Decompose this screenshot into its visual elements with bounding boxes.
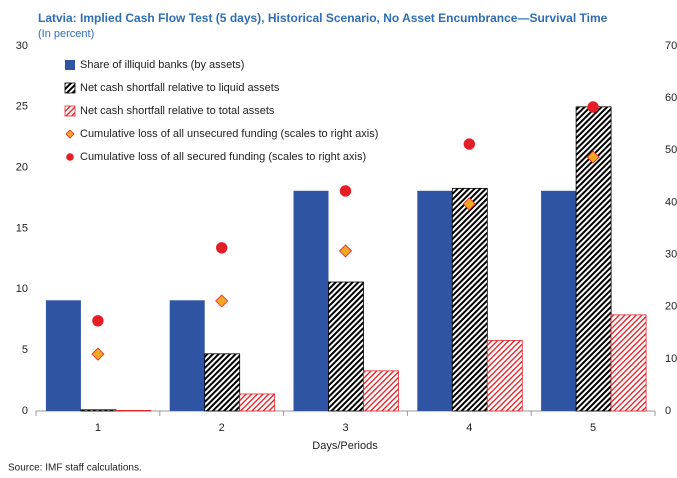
- bar: [451, 187, 488, 412]
- y-tick-label: 5: [22, 344, 28, 356]
- legend-swatch: [66, 153, 74, 161]
- y2-tick-label: 60: [665, 92, 677, 104]
- x-tick-label: 5: [590, 422, 596, 434]
- y2-tick-label: 40: [665, 196, 677, 208]
- legend-swatch: [65, 129, 75, 139]
- bar: [610, 314, 647, 412]
- bar: [486, 340, 523, 412]
- x-tick-label: 2: [219, 422, 225, 434]
- x-tick-label: 4: [466, 422, 472, 434]
- scatter-point: [216, 242, 228, 254]
- y-tick-label: 0: [22, 405, 28, 417]
- legend-swatch: [64, 82, 76, 94]
- x-tick-label: 3: [342, 422, 348, 434]
- y-tick-label: 25: [16, 101, 28, 113]
- scatter-point: [462, 197, 476, 211]
- legend-label: Cumulative loss of all unsecured funding…: [80, 128, 378, 140]
- bar: [293, 190, 329, 411]
- scatter-point: [92, 315, 104, 327]
- y2-tick-label: 20: [665, 301, 677, 313]
- bar: [417, 190, 453, 411]
- y2-tick-label: 70: [665, 40, 677, 52]
- chart-subtitle: (In percent): [38, 28, 94, 40]
- bar: [204, 353, 241, 412]
- y-tick-label: 30: [16, 40, 28, 52]
- y2-tick-label: 30: [665, 248, 677, 260]
- bar: [363, 370, 399, 412]
- y2-tick-label: 50: [665, 144, 677, 156]
- source-note: Source: IMF staff calculations.: [8, 463, 142, 474]
- y-tick-label: 10: [16, 283, 28, 295]
- x-tick-label: 1: [95, 422, 101, 434]
- y2-tick-label: 0: [665, 405, 671, 417]
- scatter-point: [339, 185, 352, 197]
- y-tick-label: 20: [16, 162, 28, 174]
- legend-label: Cumulative loss of all secured funding (…: [80, 151, 366, 163]
- bar: [239, 393, 276, 412]
- legend-swatch: [65, 60, 75, 70]
- bar: [80, 409, 117, 412]
- scatter-point: [215, 294, 229, 308]
- bar: [115, 409, 152, 412]
- y-tick-label: 15: [16, 222, 28, 234]
- legend-label: Net cash shortfall relative to total ass…: [80, 105, 275, 117]
- legend-swatch: [64, 105, 76, 117]
- bar: [45, 300, 81, 411]
- bar: [328, 281, 364, 412]
- bar: [169, 300, 205, 411]
- bar: [541, 190, 577, 411]
- chart-title: Latvia: Implied Cash Flow Test (5 days),…: [38, 11, 608, 25]
- scatter-point: [338, 244, 353, 258]
- scatter-point: [587, 101, 599, 113]
- scatter-point: [463, 138, 475, 150]
- y2-tick-label: 10: [665, 353, 677, 365]
- legend-label: Net cash shortfall relative to liquid as…: [80, 82, 280, 94]
- x-axis-label: Days/Periods: [312, 440, 378, 452]
- scatter-point: [91, 347, 105, 361]
- scatter-point: [586, 150, 600, 164]
- legend-label: Share of illiquid banks (by assets): [80, 59, 244, 71]
